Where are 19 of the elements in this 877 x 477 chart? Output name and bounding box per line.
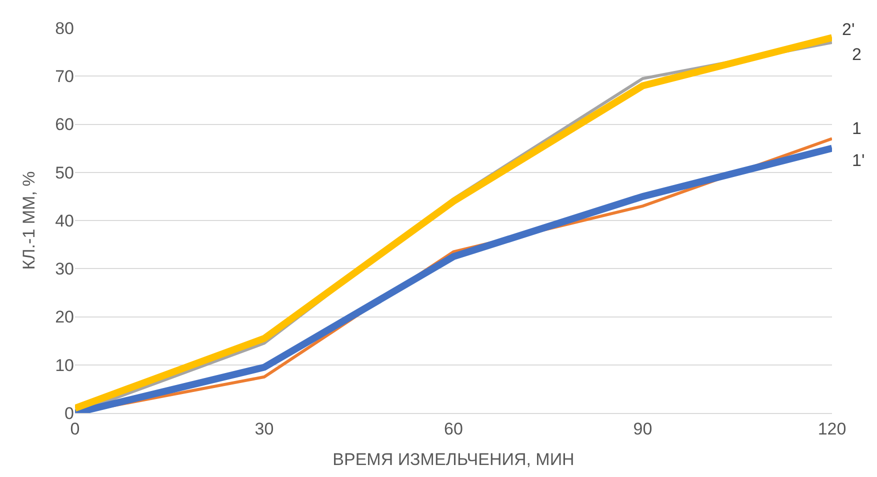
y-tick-label: 20 bbox=[55, 308, 74, 327]
series-label: 2' bbox=[842, 20, 855, 39]
y-tick-label: 30 bbox=[55, 260, 74, 279]
y-tick-label: 80 bbox=[55, 18, 74, 38]
x-tick-label: 30 bbox=[254, 419, 274, 438]
x-tick-label: 120 bbox=[818, 419, 846, 438]
y-tick-label: 50 bbox=[55, 163, 74, 182]
y-tick-label: 10 bbox=[55, 356, 74, 375]
x-axis-title: ВРЕМЯ ИЗМЕЛЬЧЕНИЯ, МИН bbox=[332, 450, 574, 469]
y-tick-label: 40 bbox=[55, 211, 74, 230]
y-tick-label: 70 bbox=[55, 67, 74, 86]
x-tick-label: 60 bbox=[444, 419, 463, 438]
series-label: 1' bbox=[852, 151, 865, 170]
y-tick-label: 0 bbox=[64, 404, 74, 423]
x-tick-label: 90 bbox=[633, 419, 652, 438]
series-label: 2 bbox=[852, 45, 862, 64]
series-label: 1 bbox=[852, 119, 862, 138]
y-axis-title: КЛ.-1 ММ, % bbox=[20, 171, 39, 270]
y-tick-label: 60 bbox=[55, 115, 74, 134]
